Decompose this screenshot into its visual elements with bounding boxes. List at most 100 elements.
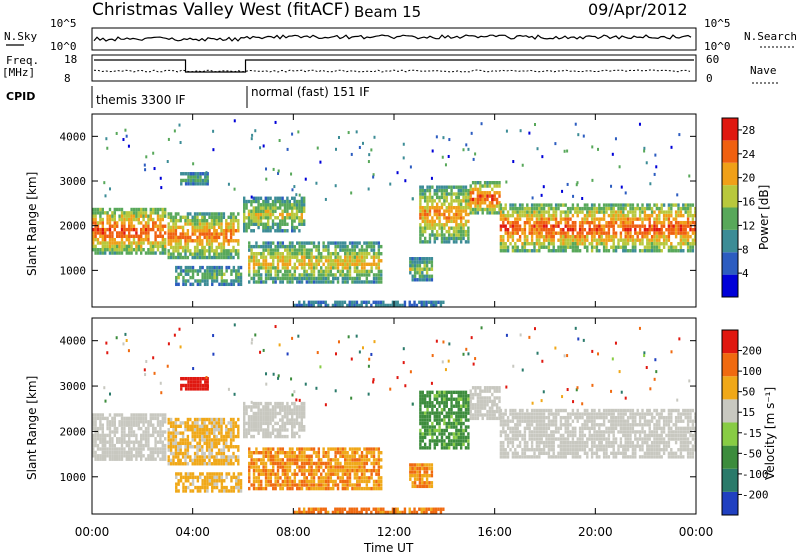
velocity-cell bbox=[239, 489, 243, 493]
power-cell bbox=[686, 234, 690, 239]
velocity-cell bbox=[201, 472, 204, 476]
power-cell bbox=[353, 252, 357, 256]
power-cell bbox=[459, 188, 463, 193]
power-cell bbox=[198, 252, 202, 256]
velocity-cell bbox=[220, 434, 223, 439]
power-cell bbox=[127, 144, 130, 148]
power-cell bbox=[660, 231, 663, 235]
power-cell bbox=[243, 203, 246, 207]
power-cell bbox=[290, 172, 293, 176]
power-cell bbox=[643, 146, 646, 150]
power-cell bbox=[192, 162, 195, 166]
velocity-cell bbox=[310, 486, 313, 491]
power-cell bbox=[674, 203, 678, 207]
velocity-cell bbox=[132, 416, 136, 421]
velocity-cell bbox=[312, 468, 316, 473]
velocity-cell bbox=[250, 458, 253, 462]
power-cell bbox=[94, 214, 97, 218]
power-cell bbox=[339, 259, 342, 263]
power-cell bbox=[250, 203, 253, 207]
velocity-cell bbox=[94, 450, 97, 455]
velocity-cell bbox=[198, 431, 202, 435]
power-cell bbox=[149, 248, 152, 252]
power-cell bbox=[94, 217, 97, 222]
power-cell bbox=[142, 241, 145, 245]
power-cell bbox=[308, 280, 311, 284]
power-cell bbox=[457, 233, 460, 237]
velocity-cell bbox=[370, 447, 373, 451]
power-cell bbox=[360, 280, 364, 284]
power-cell bbox=[552, 238, 555, 242]
velocity-cell bbox=[196, 417, 199, 422]
power-cell bbox=[564, 245, 567, 249]
velocity-cell bbox=[433, 442, 436, 447]
velocity-cell bbox=[172, 431, 175, 435]
velocity-cell bbox=[161, 423, 164, 427]
power-cell bbox=[250, 212, 253, 217]
velocity-cell bbox=[312, 486, 316, 491]
power-cell bbox=[322, 280, 325, 284]
power-cell bbox=[284, 262, 287, 267]
power-cell bbox=[317, 280, 321, 284]
power-cell bbox=[459, 240, 463, 244]
power-cell bbox=[459, 202, 463, 206]
power-cell bbox=[504, 224, 507, 228]
power-cell bbox=[227, 242, 230, 246]
velocity-cell bbox=[222, 458, 226, 463]
power-cell bbox=[175, 265, 178, 270]
power-cell bbox=[504, 203, 507, 207]
power-cell bbox=[92, 214, 95, 218]
velocity-cell bbox=[174, 428, 178, 432]
velocity-cell bbox=[211, 485, 214, 490]
power-cell bbox=[96, 207, 100, 212]
power-cell bbox=[99, 217, 102, 222]
power-cell bbox=[252, 280, 256, 284]
velocity-cell bbox=[125, 420, 128, 424]
velocity-cell bbox=[286, 476, 289, 480]
power-cell bbox=[169, 252, 173, 256]
power-cell bbox=[252, 262, 256, 267]
velocity-cell bbox=[346, 465, 349, 469]
power-cell bbox=[174, 249, 178, 253]
power-cell bbox=[191, 215, 194, 220]
power-cell bbox=[523, 245, 527, 249]
velocity-cell bbox=[116, 413, 119, 417]
power-cell bbox=[452, 219, 456, 224]
power-cell bbox=[667, 224, 671, 228]
power-cell bbox=[128, 248, 131, 252]
power-cell bbox=[421, 212, 424, 217]
velocity-cell bbox=[218, 489, 221, 493]
power-cell bbox=[108, 227, 112, 232]
power-cell bbox=[267, 222, 270, 226]
velocity-cell bbox=[322, 479, 325, 484]
velocity-cell bbox=[300, 468, 304, 473]
velocity-cell bbox=[232, 417, 235, 422]
power-cell bbox=[602, 224, 606, 228]
power-cell bbox=[566, 149, 569, 153]
power-cell bbox=[372, 262, 376, 267]
power-cell bbox=[307, 300, 311, 305]
power-cell bbox=[443, 236, 446, 241]
velocity-cell bbox=[210, 441, 214, 446]
power-cell bbox=[356, 241, 359, 245]
power-cell bbox=[276, 199, 279, 204]
power-cell bbox=[243, 199, 246, 204]
velocity-cell bbox=[300, 408, 303, 412]
power-cell bbox=[365, 303, 368, 308]
power-cell bbox=[509, 220, 512, 225]
colorbar-segment bbox=[722, 118, 738, 141]
velocity-cell bbox=[380, 458, 383, 462]
power-cell bbox=[689, 213, 692, 218]
velocity-cell bbox=[229, 441, 233, 446]
power-cell bbox=[193, 212, 197, 216]
power-cell bbox=[495, 204, 499, 208]
power-cell bbox=[149, 227, 152, 232]
power-cell bbox=[169, 242, 173, 246]
velocity-cell bbox=[320, 486, 323, 491]
power-cell bbox=[225, 265, 228, 270]
velocity-cell bbox=[445, 421, 448, 426]
velocity-cell bbox=[247, 405, 251, 409]
power-cell bbox=[177, 225, 180, 230]
power-cell bbox=[365, 273, 369, 277]
velocity-cell bbox=[377, 454, 381, 458]
